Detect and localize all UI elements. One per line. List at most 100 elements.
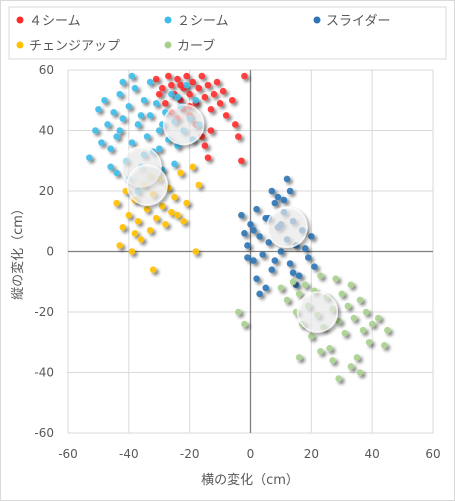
data-point <box>152 75 160 83</box>
data-point <box>143 133 151 140</box>
data-point <box>219 87 227 95</box>
data-point <box>146 227 154 234</box>
data-point <box>210 90 218 98</box>
data-point <box>113 133 120 140</box>
data-point <box>274 193 282 201</box>
data-point <box>168 90 175 98</box>
data-point <box>241 320 248 328</box>
data-point <box>347 363 355 370</box>
data-point <box>329 357 336 364</box>
data-point <box>177 169 184 177</box>
legend-label: チェンジアップ <box>29 39 120 54</box>
data-point <box>235 133 242 140</box>
data-point <box>353 354 361 361</box>
data-point <box>152 214 160 222</box>
data-point <box>244 242 251 249</box>
mean-marker <box>162 103 205 146</box>
data-point <box>162 220 169 228</box>
data-point <box>368 320 376 328</box>
data-point <box>125 103 133 110</box>
data-point <box>146 112 154 119</box>
data-point <box>213 78 221 86</box>
data-point <box>143 205 151 213</box>
data-point <box>265 239 273 246</box>
y-axis-title: 縦の変化（cm） <box>10 202 26 300</box>
data-point <box>183 72 190 80</box>
data-point <box>155 145 163 152</box>
data-point <box>158 84 166 92</box>
data-point <box>295 272 303 280</box>
data-point <box>186 90 193 98</box>
data-point <box>204 81 212 89</box>
data-point <box>128 248 136 255</box>
data-point <box>338 290 346 298</box>
legend-marker <box>164 41 172 49</box>
x-tick-label: 40 <box>365 447 380 461</box>
y-tick-label: 60 <box>39 63 54 77</box>
data-point <box>101 96 108 104</box>
tick-labels: -60 -40 -20 0 20 40 60 60 40 20 0 -20 -40 -60 <box>34 63 440 461</box>
mean-marker <box>126 164 168 206</box>
data-point <box>125 211 133 219</box>
data-point <box>289 278 297 286</box>
data-point <box>207 127 215 134</box>
data-point <box>335 317 343 325</box>
axes <box>68 70 433 433</box>
data-point <box>241 72 248 80</box>
mean-marker <box>296 291 339 333</box>
data-point <box>347 281 355 289</box>
data-point <box>162 99 169 107</box>
data-point <box>317 348 324 355</box>
legend-marker <box>16 41 24 49</box>
data-point <box>362 308 370 316</box>
data-point <box>308 332 315 340</box>
data-points <box>85 72 391 382</box>
data-point <box>134 121 142 128</box>
data-point <box>131 230 139 237</box>
data-point <box>308 233 315 240</box>
data-point <box>216 99 224 107</box>
data-point <box>107 163 114 171</box>
data-point <box>116 242 124 249</box>
data-point <box>365 338 373 346</box>
data-point <box>183 81 190 89</box>
data-point <box>195 84 203 92</box>
data-point <box>259 251 266 258</box>
data-point <box>295 354 303 361</box>
data-point <box>228 96 236 104</box>
data-point <box>384 326 391 334</box>
data-point <box>256 233 263 240</box>
mean-marker <box>266 206 308 249</box>
data-point <box>177 81 184 89</box>
data-point <box>289 269 297 276</box>
data-point <box>231 121 239 128</box>
legend-marker <box>164 16 172 24</box>
data-point <box>356 369 364 376</box>
data-point <box>168 81 175 89</box>
data-point <box>95 106 102 113</box>
data-point <box>250 227 257 234</box>
data-point <box>295 290 303 298</box>
data-point <box>189 78 197 86</box>
legend-label: ４シーム <box>29 14 81 29</box>
legend-box <box>8 6 447 60</box>
data-point <box>283 296 291 304</box>
data-point <box>146 78 154 86</box>
legend-label: ２シーム <box>177 14 229 29</box>
data-point <box>98 139 105 146</box>
x-tick-label: -20 <box>180 447 200 461</box>
data-point <box>271 257 279 264</box>
data-point <box>134 217 142 225</box>
data-point <box>253 275 260 283</box>
data-point <box>268 187 276 195</box>
data-point <box>180 217 187 225</box>
data-point <box>244 254 251 261</box>
data-point <box>201 93 209 101</box>
data-point <box>155 127 163 134</box>
data-point <box>268 266 276 273</box>
y-tick-label: 20 <box>39 184 54 198</box>
data-point <box>119 78 127 86</box>
data-point <box>165 72 172 80</box>
data-point <box>247 220 254 228</box>
